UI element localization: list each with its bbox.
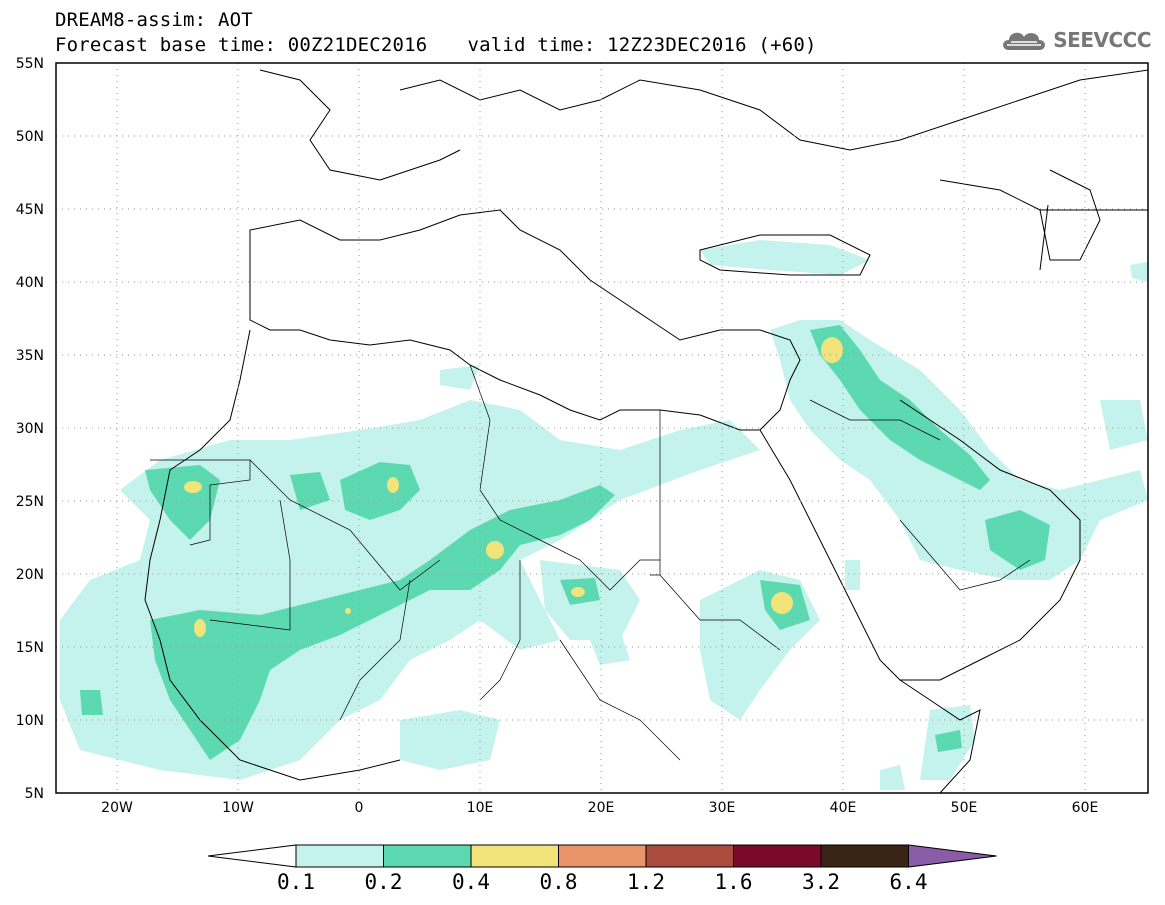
forecast-times: Forecast base time: 00Z21DEC2016 valid ti… (55, 34, 817, 56)
lat-tick-label: 20N (16, 567, 44, 583)
base-time: Forecast base time: 00Z21DEC2016 (55, 34, 428, 56)
colorbar-label: 1.6 (714, 870, 753, 894)
lat-tick-label: 45N (16, 202, 44, 218)
lat-tick-label: 30N (16, 421, 44, 437)
valid-time: valid time: 12Z23DEC2016 (+60) (467, 34, 817, 56)
lon-tick-label: 30E (709, 800, 736, 816)
map-title: DREAM8-assim: AOT (55, 9, 253, 31)
colorbar-label: 0.8 (539, 870, 578, 894)
aot-level-0.4 (184, 337, 843, 637)
colorbar-label: 6.4 (889, 870, 928, 894)
colorbar-segment (733, 844, 822, 868)
lat-tick-label: 15N (16, 640, 44, 656)
lat-tick-label: 25N (16, 494, 44, 510)
lon-tick-label: 20W (101, 800, 133, 816)
colorbar-segment (295, 844, 384, 868)
colorbar (207, 844, 997, 868)
colorbar-under-triangle (207, 844, 297, 868)
map-frame (55, 62, 1149, 794)
lat-tick-label: 35N (16, 348, 44, 364)
colorbar-segment (558, 844, 647, 868)
colorbar-label: 0.2 (364, 870, 403, 894)
lon-tick-label: 0 (355, 800, 364, 816)
logo-text: SEEVCCC (1053, 28, 1151, 52)
aot-field (60, 240, 1148, 790)
lat-tick-label: 10N (16, 713, 44, 729)
colorbar-label: 0.4 (452, 870, 490, 894)
lon-tick-label: 20E (588, 800, 615, 816)
lon-tick-label: 10W (222, 800, 254, 816)
lat-tick-label: 50N (16, 129, 44, 145)
lon-tick-label: 60E (1072, 800, 1099, 816)
colorbar-label: 0.1 (277, 870, 315, 894)
lon-tick-label: 40E (830, 800, 857, 816)
lon-tick-labels: 20W 10W 0 10E 20E 30E 40E 50E 60E (101, 800, 1098, 816)
colorbar-segment (645, 844, 734, 868)
seevccc-logo: SEEVCCC (999, 26, 1151, 54)
graticule (56, 63, 1148, 793)
country-borders (150, 364, 1031, 761)
colorbar-segment (383, 844, 472, 868)
colorbar-segment (470, 844, 559, 868)
lat-tick-labels: 55N 50N 45N 40N 35N 30N 25N 20N 15N 10N … (16, 56, 44, 802)
coastlines (144, 69, 1148, 793)
lon-tick-label: 50E (951, 800, 978, 816)
colorbar-label: 1.2 (627, 870, 665, 894)
lon-tick-label: 10E (467, 800, 494, 816)
lat-tick-label: 55N (16, 56, 44, 72)
lat-tick-label: 40N (16, 275, 44, 291)
colorbar-segment (820, 844, 909, 868)
lat-tick-label: 5N (25, 786, 44, 802)
cloud-icon (1003, 32, 1046, 50)
colorbar-label: 3.2 (802, 870, 840, 894)
colorbar-over-triangle (908, 844, 997, 868)
